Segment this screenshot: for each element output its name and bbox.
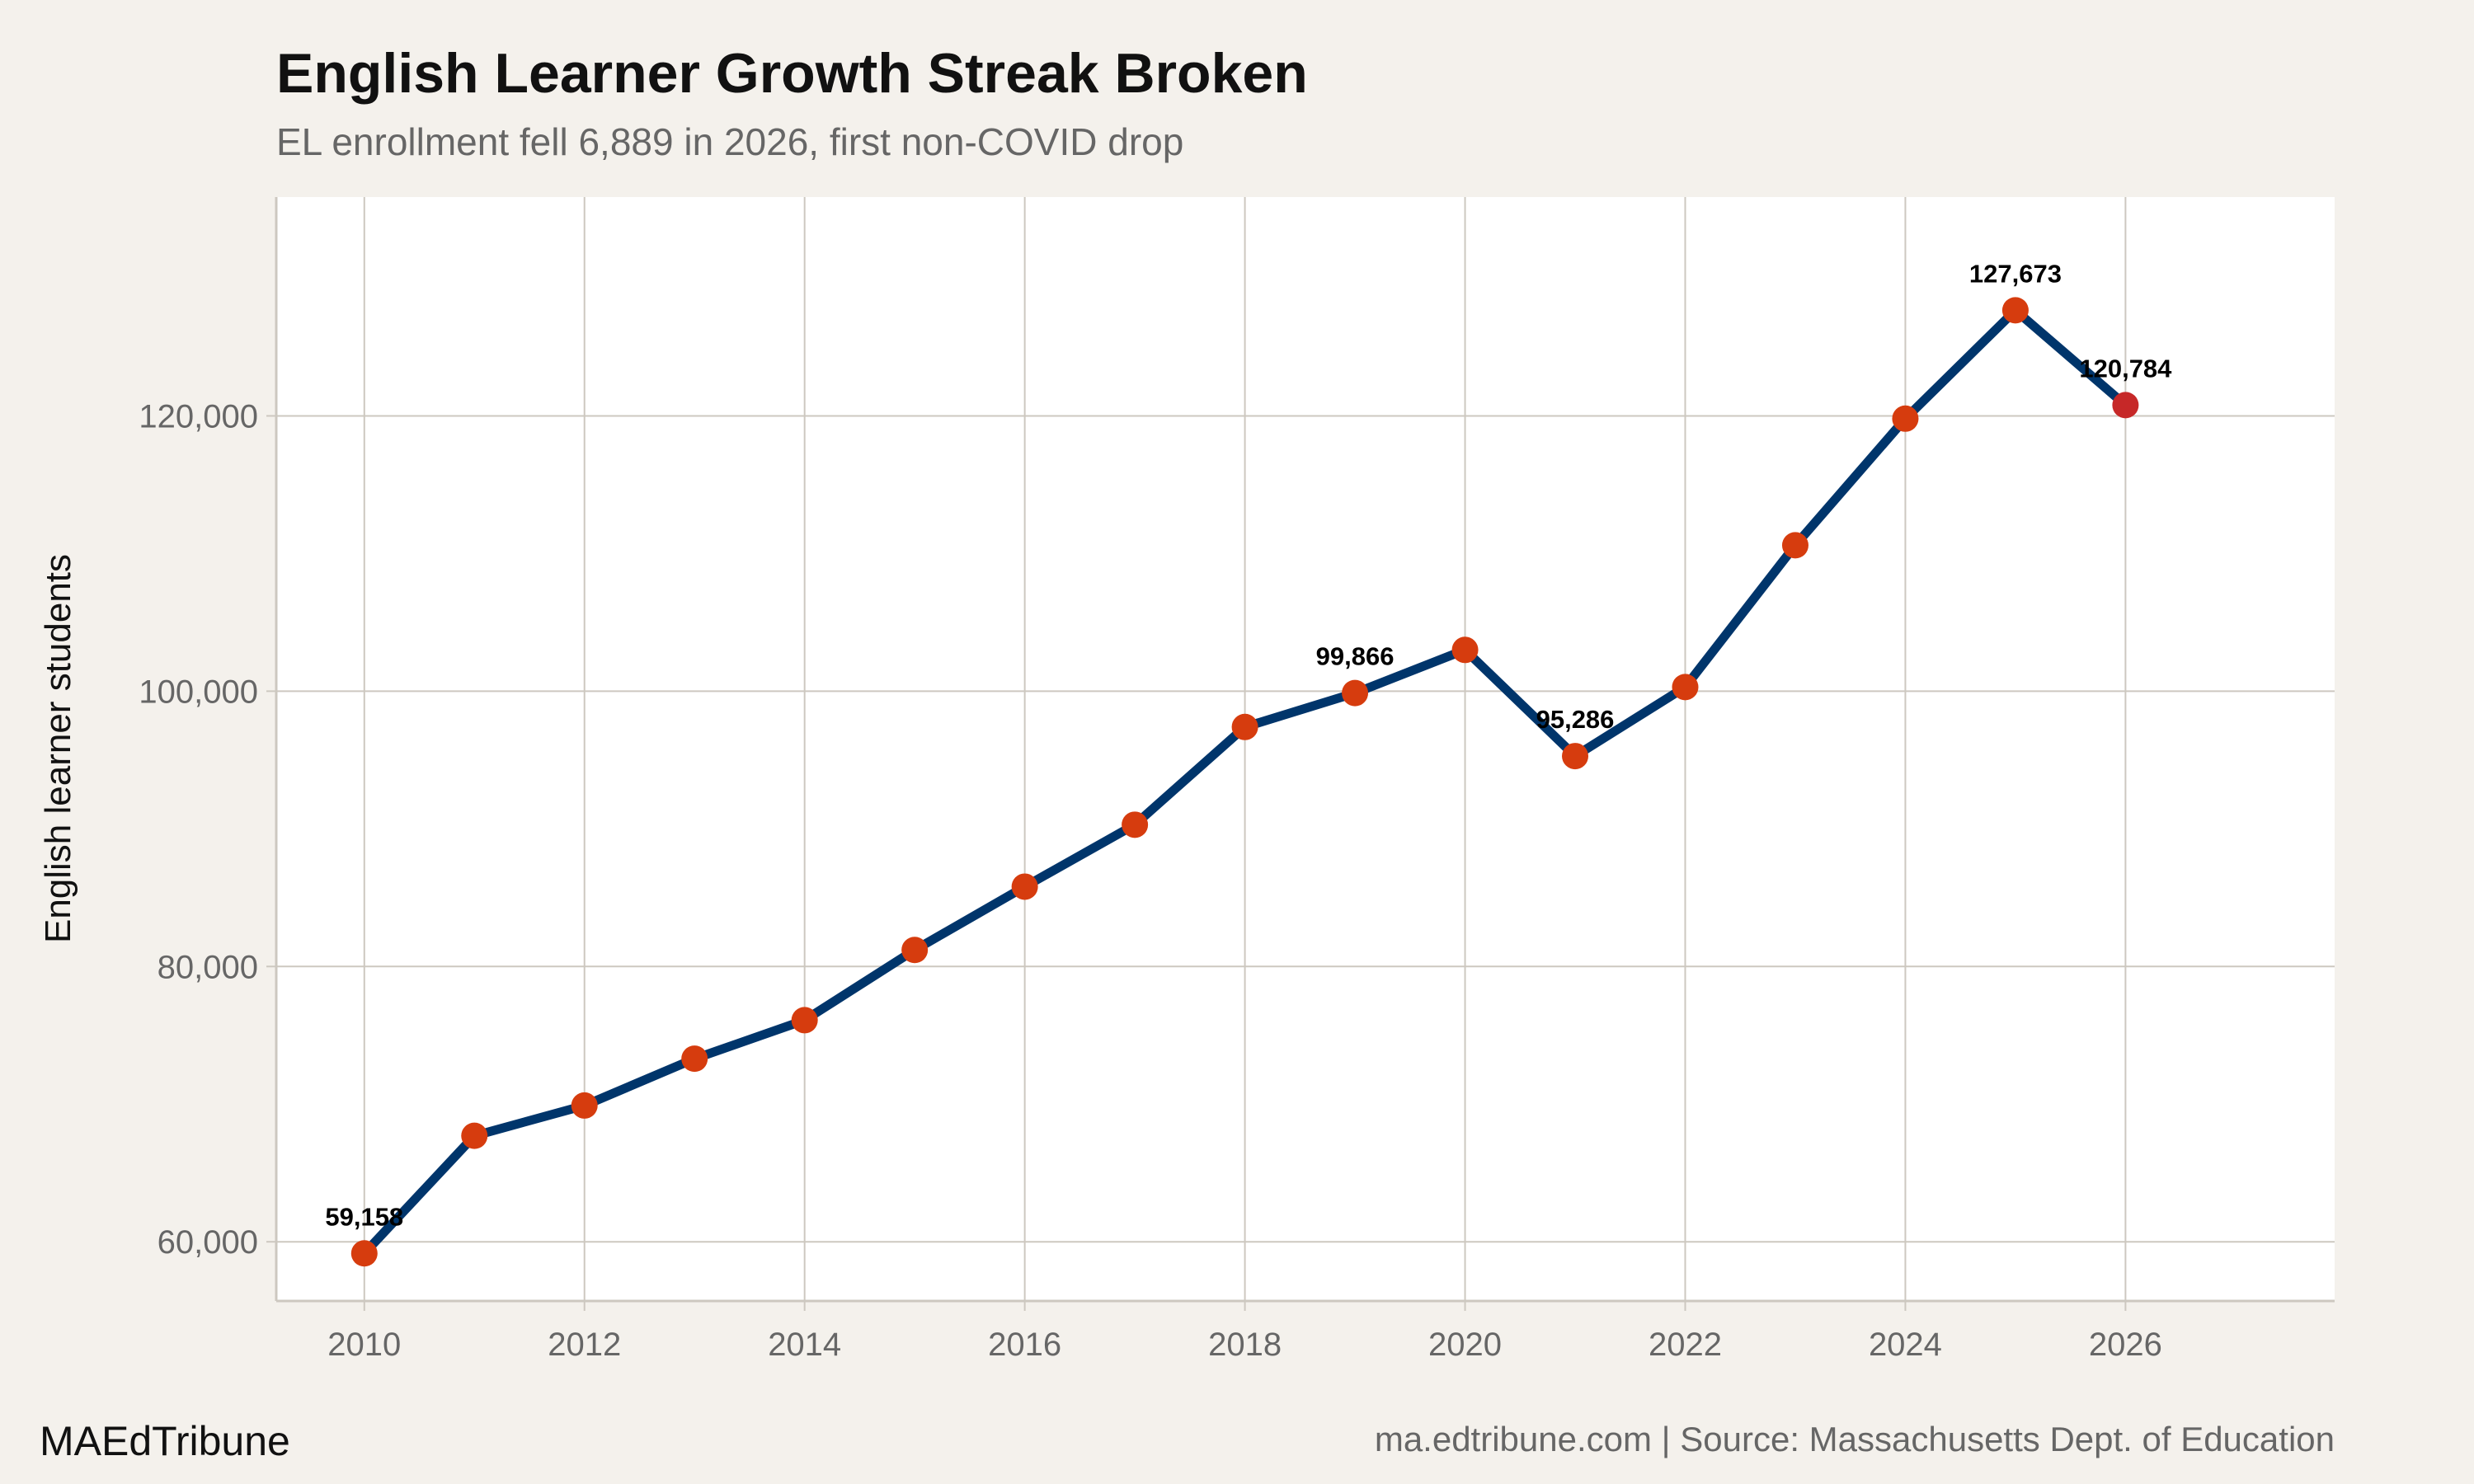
series: [350, 297, 2139, 1267]
x-tick-label: 2016: [988, 1327, 1061, 1363]
data-label: 120,784: [2079, 354, 2172, 383]
tick-labels: 2010 2012 2014 2016 2018 2020 2022 2024 2026 60,0…: [139, 398, 2161, 1363]
x-tick-label: 2014: [768, 1327, 841, 1363]
y-axis-label: English learner students: [38, 554, 78, 943]
y-tick-label: 60,000: [158, 1224, 258, 1261]
data-point: [791, 1007, 818, 1034]
x-tick-label: 2010: [327, 1327, 401, 1363]
x-tick-label: 2024: [1869, 1327, 1942, 1363]
gridlines: [276, 197, 2335, 1301]
data-point: [1672, 674, 1699, 701]
brand-logo: MAEdTribune: [40, 1418, 290, 1464]
data-label: 99,866: [1316, 642, 1395, 671]
y-tick-label: 120,000: [139, 398, 258, 434]
data-point: [350, 1240, 378, 1267]
data-point: [1011, 873, 1038, 900]
chart-title: English Learner Growth Streak Broken: [276, 42, 1308, 105]
data-point: [1781, 532, 1808, 559]
data-point-latest: [2112, 392, 2139, 419]
data-point: [461, 1122, 488, 1149]
data-point: [1342, 679, 1369, 707]
data-point: [1892, 405, 1919, 432]
chart-subtitle: EL enrollment fell 6,889 in 2026, first …: [276, 120, 1183, 163]
data-point: [901, 937, 929, 964]
data-label: 95,286: [1536, 705, 1615, 734]
data-point: [571, 1092, 598, 1119]
data-point: [1562, 743, 1589, 770]
source-note: ma.edtribune.com | Source: Massachusetts…: [1375, 1420, 2335, 1458]
data-labels: 59,158 99,866 95,286 127,673 120,784: [325, 259, 2172, 1231]
y-tick-label: 100,000: [139, 674, 258, 710]
x-tick-label: 2018: [1208, 1327, 1282, 1363]
data-label: 127,673: [1969, 259, 2062, 288]
data-label: 59,158: [325, 1202, 403, 1231]
data-point: [1231, 713, 1258, 740]
y-tick-label: 80,000: [158, 949, 258, 985]
plot-panel: [276, 197, 2335, 1301]
data-point: [2001, 297, 2029, 324]
x-tick-label: 2012: [548, 1327, 621, 1363]
x-tick-label: 2020: [1428, 1327, 1502, 1363]
x-tick-label: 2026: [2089, 1327, 2162, 1363]
data-point: [681, 1045, 708, 1073]
data-point: [1122, 811, 1149, 838]
data-point: [1451, 636, 1479, 664]
x-tick-label: 2022: [1649, 1327, 1722, 1363]
